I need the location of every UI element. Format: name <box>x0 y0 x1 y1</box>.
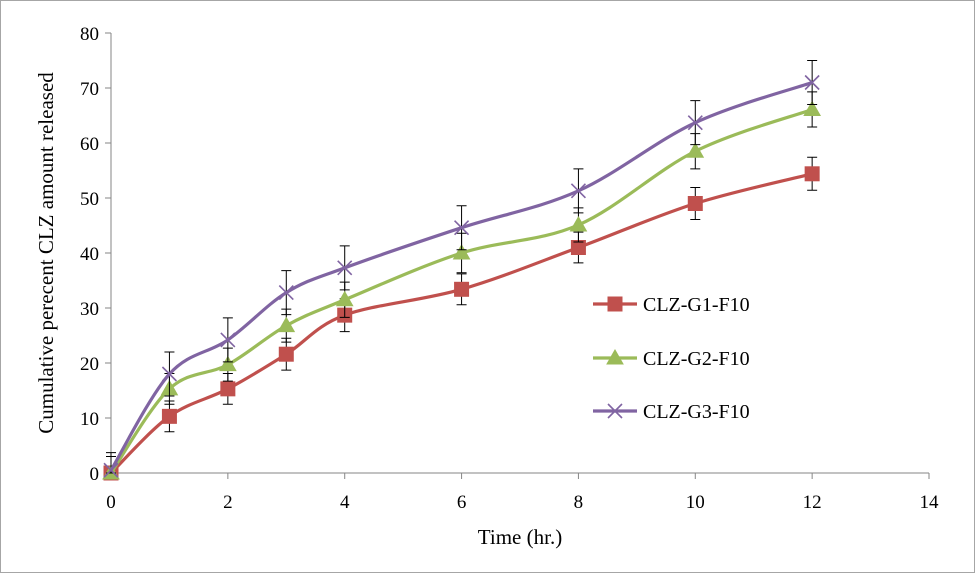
data-point <box>570 183 586 199</box>
x-tick-label: 2 <box>223 492 233 513</box>
data-point <box>569 215 588 232</box>
data-point <box>218 355 237 372</box>
x-tick-label: 4 <box>340 492 350 513</box>
x-tick-label: 12 <box>803 492 822 513</box>
data-point <box>452 243 471 260</box>
data-point <box>686 142 705 158</box>
legend-item: CLZ-G2-F10 <box>593 348 750 370</box>
y-axis-title: Cumulative perecent CLZ amount released <box>34 72 58 434</box>
data-point <box>687 196 703 211</box>
data-point <box>220 381 236 397</box>
x-tick-label: 14 <box>920 492 940 513</box>
data-point <box>277 316 296 333</box>
legend-label: CLZ-G1-F10 <box>643 294 750 316</box>
series-clz-g1-f10 <box>103 156 820 481</box>
series-line <box>109 107 813 474</box>
data-point <box>103 462 119 478</box>
y-tick-label: 60 <box>80 134 99 155</box>
y-tick-label: 70 <box>80 79 99 100</box>
data-point <box>687 115 703 131</box>
data-point <box>804 74 820 91</box>
data-point <box>804 166 820 182</box>
legend-item: CLZ-G3-F10 <box>593 401 750 423</box>
legend-marker <box>606 348 624 365</box>
y-tick-label: 40 <box>80 244 99 265</box>
data-point <box>278 285 294 301</box>
legend-marker <box>607 403 623 419</box>
x-tick-label: 10 <box>686 492 705 513</box>
legend-label: CLZ-G3-F10 <box>643 401 750 423</box>
x-tick-label: 8 <box>574 492 584 513</box>
series-line <box>109 80 813 472</box>
y-tick-label: 0 <box>90 464 100 485</box>
y-tick-label: 50 <box>80 189 99 210</box>
data-point <box>337 260 353 276</box>
legend-label: CLZ-G2-F10 <box>643 348 750 370</box>
y-tick-label: 80 <box>80 24 99 45</box>
data-point <box>454 220 470 236</box>
y-tick-label: 30 <box>80 299 99 320</box>
data-point <box>454 281 470 297</box>
data-point <box>161 408 177 424</box>
x-tick-label: 6 <box>457 492 467 513</box>
legend-item: CLZ-G1-F10 <box>593 294 750 316</box>
series-clz-g3-f10 <box>103 60 820 478</box>
data-point <box>335 290 354 307</box>
data-point <box>161 366 177 382</box>
data-point <box>570 240 586 255</box>
data-point <box>278 346 294 362</box>
legend-marker <box>607 296 623 312</box>
data-point <box>220 332 236 348</box>
data-point <box>803 100 822 116</box>
y-tick-label: 10 <box>80 409 99 430</box>
x-axis-title: Time (hr.) <box>478 525 562 549</box>
x-tick-label: 0 <box>106 492 116 513</box>
series-line <box>109 172 813 475</box>
y-tick-label: 20 <box>80 354 99 375</box>
